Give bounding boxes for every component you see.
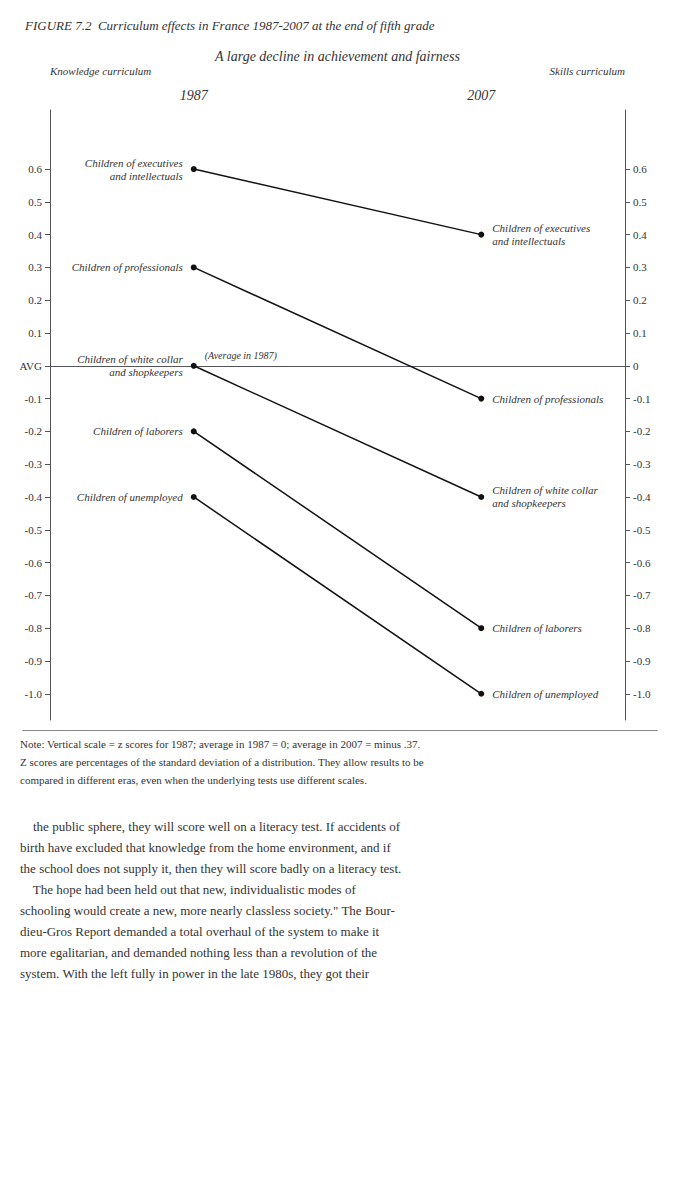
svg-text:Children of laborers: Children of laborers bbox=[492, 622, 582, 634]
svg-text:FIGURE 7.2 Curriculum effects: FIGURE 7.2 Curriculum effects in France … bbox=[24, 18, 435, 33]
svg-text:-0.5: -0.5 bbox=[633, 524, 651, 536]
svg-text:compared in different eras, ev: compared in different eras, even when th… bbox=[20, 774, 367, 786]
svg-text:(Average in 1987): (Average in 1987) bbox=[205, 350, 278, 362]
svg-text:Skills curriculum: Skills curriculum bbox=[550, 65, 626, 77]
svg-text:-0.8: -0.8 bbox=[633, 622, 651, 634]
svg-text:-0.4: -0.4 bbox=[633, 491, 651, 503]
svg-text:0.5: 0.5 bbox=[28, 196, 42, 208]
svg-text:system. With the left fully in: system. With the left fully in power in … bbox=[20, 966, 370, 981]
svg-text:0.2: 0.2 bbox=[633, 294, 647, 306]
svg-text:Children of laborers: Children of laborers bbox=[93, 425, 183, 437]
svg-text:Children of white collar: Children of white collar bbox=[77, 353, 183, 365]
svg-text:dieu-Gros Report demanded a to: dieu-Gros Report demanded a total overha… bbox=[20, 924, 380, 939]
svg-text:-0.2: -0.2 bbox=[25, 425, 42, 437]
svg-text:-0.6: -0.6 bbox=[25, 557, 43, 569]
svg-text:Knowledge curriculum: Knowledge curriculum bbox=[49, 65, 151, 77]
svg-text:2007: 2007 bbox=[467, 88, 496, 103]
svg-text:and shopkeepers: and shopkeepers bbox=[109, 366, 183, 378]
svg-text:and intellectuals: and intellectuals bbox=[492, 235, 565, 247]
svg-text:-0.8: -0.8 bbox=[25, 622, 43, 634]
svg-text:0.5: 0.5 bbox=[633, 196, 647, 208]
svg-text:-0.3: -0.3 bbox=[633, 458, 651, 470]
svg-text:-0.2: -0.2 bbox=[633, 425, 650, 437]
svg-text:0.6: 0.6 bbox=[633, 163, 647, 175]
svg-text:1987: 1987 bbox=[180, 88, 209, 103]
svg-text:Note: Vertical scale = z score: Note: Vertical scale = z scores for 1987… bbox=[20, 738, 420, 750]
svg-text:Children of executives: Children of executives bbox=[492, 222, 590, 234]
svg-text:0.6: 0.6 bbox=[28, 163, 42, 175]
svg-text:A large decline in achievement: A large decline in achievement and fairn… bbox=[214, 49, 460, 64]
svg-text:the public sphere, they will s: the public sphere, they will score well … bbox=[20, 819, 401, 834]
svg-text:birth have excluded that knowl: birth have excluded that knowledge from … bbox=[20, 840, 391, 855]
svg-text:Z scores are percentages of th: Z scores are percentages of the standard… bbox=[20, 756, 424, 768]
svg-text:-0.7: -0.7 bbox=[25, 589, 43, 601]
svg-text:-1.0: -1.0 bbox=[633, 688, 651, 700]
svg-text:0.1: 0.1 bbox=[28, 327, 42, 339]
svg-text:-0.6: -0.6 bbox=[633, 557, 651, 569]
svg-text:AVG: AVG bbox=[20, 360, 42, 372]
svg-text:-0.4: -0.4 bbox=[25, 491, 43, 503]
svg-text:-0.1: -0.1 bbox=[633, 393, 650, 405]
svg-text:-0.9: -0.9 bbox=[633, 655, 651, 667]
svg-text:-0.7: -0.7 bbox=[633, 589, 651, 601]
svg-text:Children of unemployed: Children of unemployed bbox=[492, 688, 598, 700]
svg-text:Children of professionals: Children of professionals bbox=[492, 393, 603, 405]
svg-text:0: 0 bbox=[633, 360, 639, 372]
svg-text:The hope had been held out tha: The hope had been held out that new, ind… bbox=[20, 882, 356, 897]
svg-text:0.3: 0.3 bbox=[633, 261, 647, 273]
svg-text:0.3: 0.3 bbox=[28, 261, 42, 273]
svg-text:and intellectuals: and intellectuals bbox=[110, 170, 183, 182]
svg-text:-0.9: -0.9 bbox=[25, 655, 43, 667]
svg-text:Children of professionals: Children of professionals bbox=[72, 261, 183, 273]
svg-text:the school does not supply it,: the school does not supply it, then they… bbox=[20, 861, 401, 876]
svg-text:more egalitarian, and demanded: more egalitarian, and demanded nothing l… bbox=[20, 945, 377, 960]
svg-text:Children of unemployed: Children of unemployed bbox=[77, 491, 183, 503]
svg-text:0.4: 0.4 bbox=[28, 229, 42, 241]
svg-text:schooling would create a new,: schooling would create a new, more nearl… bbox=[20, 903, 395, 918]
svg-text:0.2: 0.2 bbox=[28, 294, 42, 306]
svg-text:-0.5: -0.5 bbox=[25, 524, 43, 536]
svg-text:Children of white collar: Children of white collar bbox=[492, 484, 598, 496]
svg-text:and shopkeepers: and shopkeepers bbox=[492, 497, 566, 509]
svg-text:-0.3: -0.3 bbox=[25, 458, 43, 470]
svg-text:0.4: 0.4 bbox=[633, 229, 647, 241]
svg-text:-0.1: -0.1 bbox=[25, 393, 42, 405]
svg-text:Children of executives: Children of executives bbox=[85, 157, 183, 169]
svg-text:0.1: 0.1 bbox=[633, 327, 647, 339]
svg-text:-1.0: -1.0 bbox=[25, 688, 43, 700]
